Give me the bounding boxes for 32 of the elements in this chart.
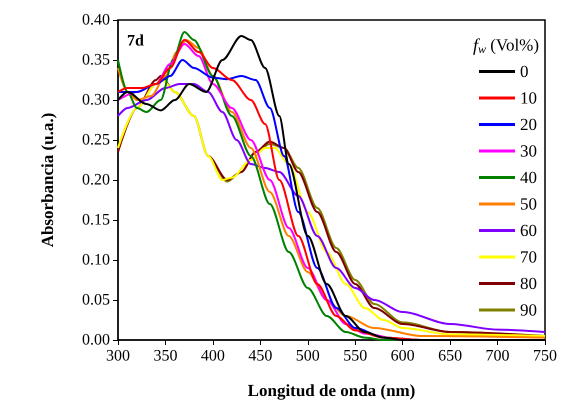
x-tick-label: 350	[153, 348, 178, 364]
y-tick-label: 0.05	[82, 292, 110, 308]
annotation: 7d	[127, 32, 144, 50]
x-tick-label: 550	[343, 348, 368, 364]
y-tick-label: 0.40	[82, 12, 110, 28]
y-tick-label: 0.00	[82, 332, 110, 348]
x-tick-label: 300	[106, 348, 130, 364]
legend-label: 90	[520, 300, 537, 320]
x-tick-label: 700	[486, 348, 510, 364]
y-tick-label: 0.30	[82, 92, 110, 108]
legend-label: 0	[520, 62, 528, 81]
legend-label: 70	[520, 248, 537, 266]
legend-label: 30	[520, 142, 537, 160]
legend-label: 10	[520, 88, 537, 108]
y-tick-label: 0.25	[82, 132, 110, 148]
legend-label: 80	[520, 274, 537, 293]
x-axis-title: Longitud de onda (nm)	[248, 381, 416, 400]
x-tick-label: 500	[296, 348, 320, 364]
y-tick-label: 0.15	[82, 212, 110, 228]
legend-label: 50	[520, 194, 537, 214]
legend-label: 60	[520, 221, 537, 240]
x-tick-label: 750	[533, 348, 557, 364]
x-tick-label: 400	[200, 348, 225, 364]
legend-label: 40	[520, 168, 537, 187]
y-tick-label: 0.20	[82, 172, 110, 188]
x-tick-label: 600	[390, 348, 415, 364]
y-axis-title: Absorbancia (u.a.)	[38, 112, 57, 248]
x-tick-label: 450	[248, 348, 272, 364]
x-tick-label: 650	[438, 348, 462, 364]
y-tick-label: 0.10	[82, 252, 110, 268]
y-tick-label: 0.35	[82, 52, 110, 68]
legend-label: 20	[520, 115, 537, 134]
